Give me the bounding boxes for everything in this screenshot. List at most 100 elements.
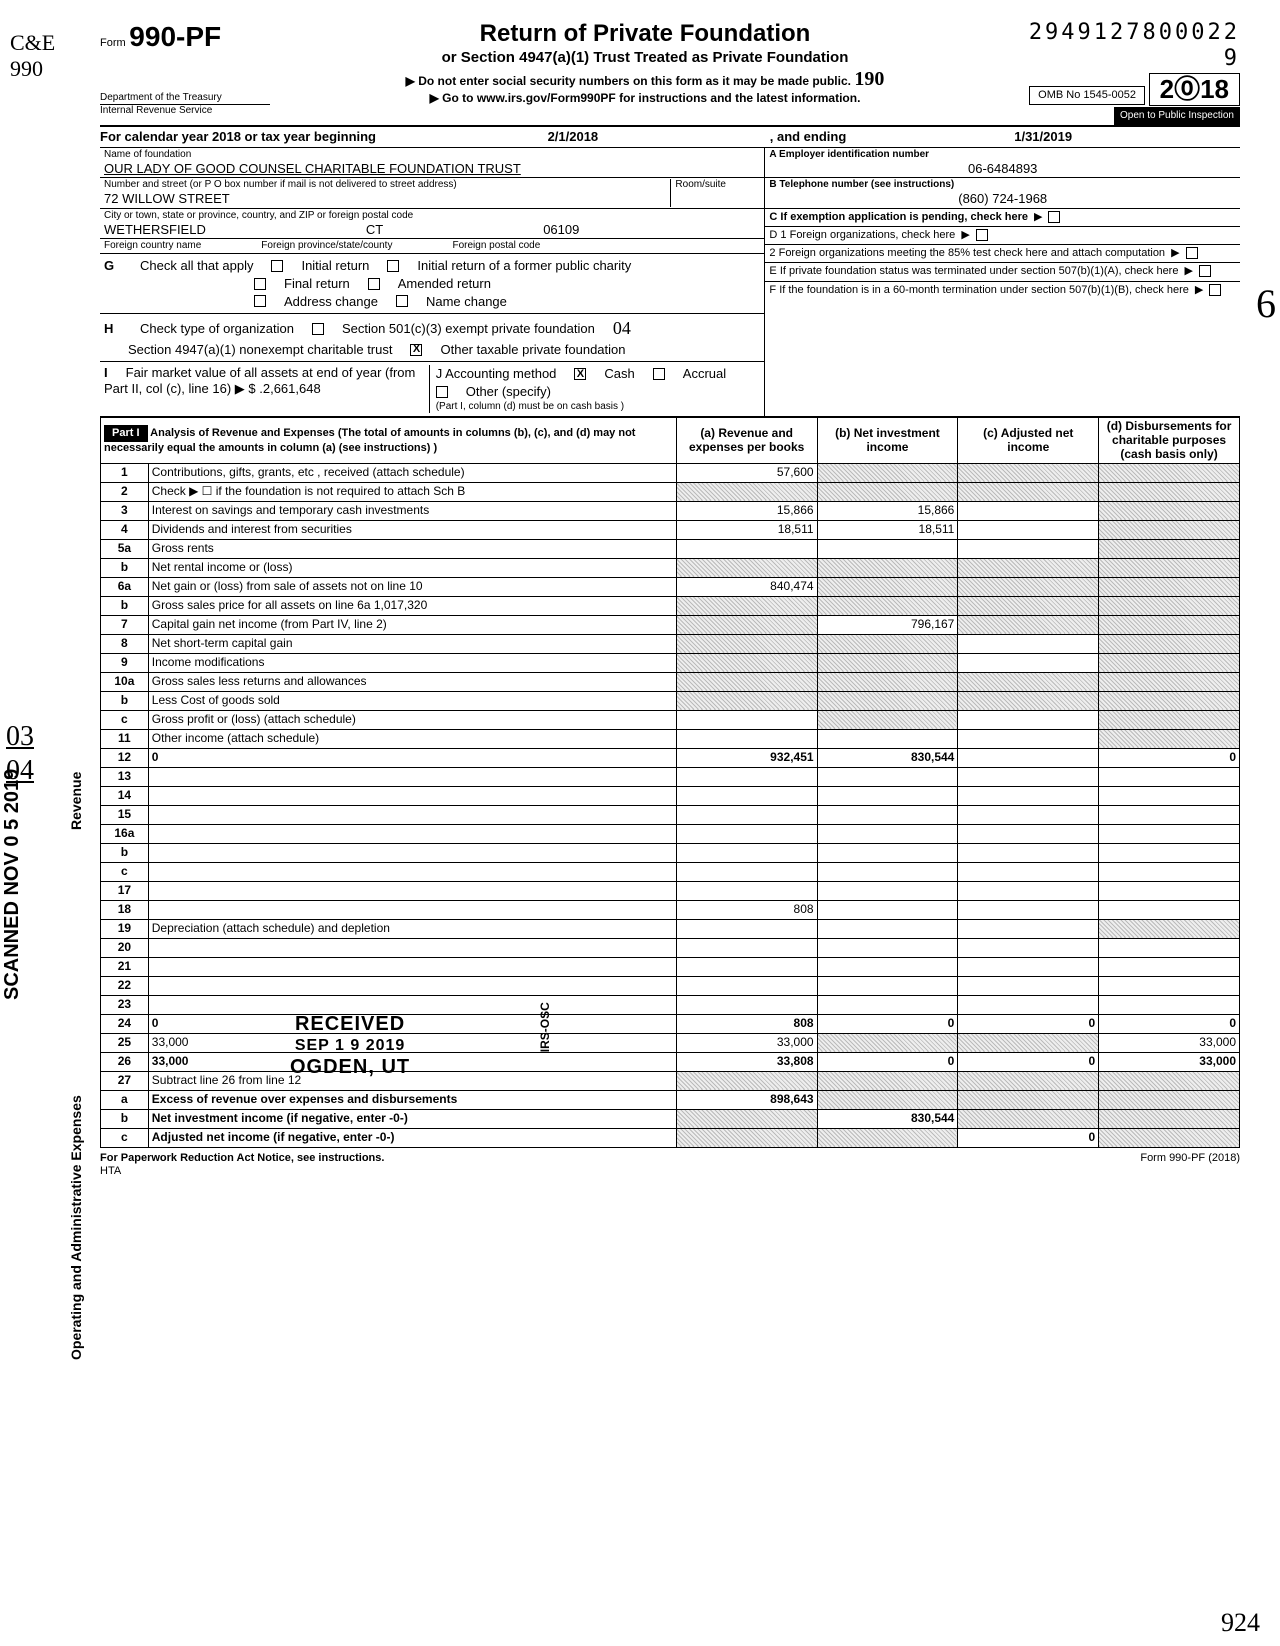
line-number: 9 <box>101 653 149 672</box>
checkbox-accrual[interactable] <box>653 368 665 380</box>
amount-cell <box>958 710 1099 729</box>
amount-cell <box>1099 881 1240 900</box>
amount-cell <box>1099 634 1240 653</box>
amount-cell <box>676 843 817 862</box>
note-url: Go to www.irs.gov/Form990PF for instruct… <box>442 91 860 105</box>
city: WETHERSFIELD <box>104 222 206 238</box>
amount-cell: 0 <box>1099 748 1240 767</box>
lbl-j: J Accounting method <box>436 366 557 382</box>
line-description <box>148 862 676 881</box>
amount-cell <box>817 919 958 938</box>
amount-cell <box>1099 1109 1240 1128</box>
lbl-street: Number and street (or P O box number if … <box>104 179 670 191</box>
amount-cell <box>958 634 1099 653</box>
lbl-g: Check all that apply <box>140 258 253 274</box>
checkbox-e[interactable] <box>1199 265 1211 277</box>
line-number: 18 <box>101 900 149 919</box>
amount-cell: 830,544 <box>817 1109 958 1128</box>
amount-cell: 840,474 <box>676 577 817 596</box>
amount-cell <box>1099 767 1240 786</box>
amount-cell: 0 <box>958 1052 1099 1071</box>
amount-cell <box>817 653 958 672</box>
margin-scanned-stamp: SCANNED NOV 0 5 2019 <box>0 769 24 1000</box>
cal-end-date: 1/31/2019 <box>846 129 1240 145</box>
line-number: 3 <box>101 501 149 520</box>
col-a-head: (a) Revenue and expenses per books <box>676 417 817 463</box>
footer-form-ref: Form 990-PF (2018) <box>1140 1152 1240 1178</box>
line-description <box>148 767 676 786</box>
lbl-foreign-postal: Foreign postal code <box>452 240 540 252</box>
amount-cell <box>676 1128 817 1147</box>
g-item-0: Initial return <box>301 258 369 274</box>
checkbox-d1[interactable] <box>976 229 988 241</box>
footer-paperwork: For Paperwork Reduction Act Notice, see … <box>100 1152 384 1164</box>
amount-cell <box>1099 862 1240 881</box>
line-number: 27 <box>101 1071 149 1090</box>
g-item-4: Amended return <box>398 276 491 292</box>
amount-cell <box>1099 729 1240 748</box>
amount-cell <box>958 615 1099 634</box>
checkbox-other-method[interactable] <box>436 386 448 398</box>
h-item-3: Other taxable private foundation <box>440 342 625 358</box>
amount-cell <box>676 1071 817 1090</box>
checkbox-address-change[interactable] <box>254 295 266 307</box>
line-number: b <box>101 1109 149 1128</box>
amount-cell <box>1099 577 1240 596</box>
checkbox-cash[interactable]: X <box>574 368 586 380</box>
ein: 06-6484893 <box>769 161 1236 177</box>
lbl-d1: D 1 Foreign organizations, check here <box>769 229 955 242</box>
line-number: 13 <box>101 767 149 786</box>
checkbox-initial-return[interactable] <box>271 260 283 272</box>
amount-cell <box>1099 1090 1240 1109</box>
amount-cell <box>958 596 1099 615</box>
amount-cell <box>676 653 817 672</box>
amount-cell: 796,167 <box>817 615 958 634</box>
form-title: Return of Private Foundation <box>270 20 1020 49</box>
line-number: 10a <box>101 672 149 691</box>
amount-cell <box>958 729 1099 748</box>
amount-cell <box>1099 615 1240 634</box>
dln: 2949127800022 9 <box>1020 20 1240 73</box>
line-description: 33,000 <box>148 1052 676 1071</box>
line-description <box>148 824 676 843</box>
amount-cell <box>676 805 817 824</box>
line-description <box>148 957 676 976</box>
amount-cell: 808 <box>676 1014 817 1033</box>
amount-cell <box>1099 482 1240 501</box>
amount-cell <box>958 805 1099 824</box>
amount-cell: 0 <box>817 1052 958 1071</box>
amount-cell <box>817 938 958 957</box>
amount-cell <box>1099 653 1240 672</box>
amount-cell <box>958 748 1099 767</box>
lbl-h: Check type of organization <box>140 321 294 337</box>
amount-cell: 0 <box>958 1128 1099 1147</box>
g-item-1: Final return <box>284 276 350 292</box>
checkbox-d2[interactable] <box>1186 247 1198 259</box>
checkbox-other-taxable[interactable]: X <box>410 344 422 356</box>
line-description <box>148 881 676 900</box>
checkbox-initial-former[interactable] <box>387 260 399 272</box>
line-number: 12 <box>101 748 149 767</box>
line-description: Interest on savings and temporary cash i… <box>148 501 676 520</box>
line-number: 15 <box>101 805 149 824</box>
line-description <box>148 900 676 919</box>
amount-cell <box>817 634 958 653</box>
form-number: 990-PF <box>129 21 221 52</box>
checkbox-c[interactable] <box>1048 211 1060 223</box>
line-number: c <box>101 710 149 729</box>
cal-begin-date: 2/1/2018 <box>376 129 770 145</box>
h-item-2: Section 4947(a)(1) nonexempt charitable … <box>128 342 392 358</box>
line-number: 7 <box>101 615 149 634</box>
amount-cell <box>958 653 1099 672</box>
checkbox-f[interactable] <box>1209 284 1221 296</box>
line-number: 22 <box>101 976 149 995</box>
checkbox-501c3[interactable] <box>312 323 324 335</box>
checkbox-name-change[interactable] <box>396 295 408 307</box>
amount-cell <box>958 1071 1099 1090</box>
part1-label: Part I <box>104 425 148 442</box>
lbl-c: C If exemption application is pending, c… <box>769 211 1028 224</box>
checkbox-final-return[interactable] <box>254 278 266 290</box>
amount-cell <box>958 501 1099 520</box>
amount-cell <box>817 463 958 482</box>
checkbox-amended-return[interactable] <box>368 278 380 290</box>
